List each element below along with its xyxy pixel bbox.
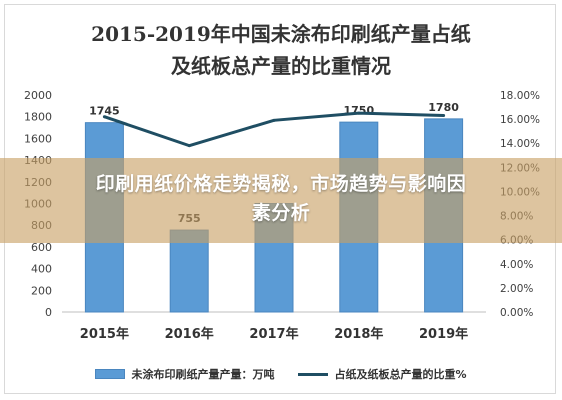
- y-left-tick-label: 1600: [24, 132, 52, 145]
- overlay-banner: [0, 158, 562, 243]
- y-right-tick-label: 16.00%: [500, 114, 540, 126]
- y-right-tick-label: 0.00%: [500, 307, 533, 319]
- x-tick-label-4: 2019年: [419, 326, 468, 342]
- y-left-tick-label: 0: [45, 306, 52, 319]
- y-right-tick-label: 2.00%: [500, 283, 533, 295]
- y-right-tick-label: 18.00%: [500, 90, 540, 102]
- y-left-tick-label: 1800: [24, 111, 52, 124]
- chart-legend: 未涂布印刷纸产量产量：万吨 占纸及纸板总产量的比重%: [0, 364, 562, 384]
- x-tick-label-0: 2015年: [80, 326, 129, 342]
- legend-bar-label: 未涂布印刷纸产量产量：万吨: [131, 368, 275, 381]
- bar-data-label-0: 1745: [89, 105, 120, 118]
- y-left-tick-label: 600: [31, 241, 52, 254]
- y-right-tick-label: 14.00%: [500, 138, 540, 150]
- legend-line-swatch: [298, 372, 329, 376]
- line-point-4: [442, 113, 446, 117]
- line-series-path: [103, 111, 444, 148]
- x-tick-label-1: 2016年: [165, 326, 214, 342]
- y-left-tick-label: 200: [31, 284, 52, 297]
- y-left-tick-label: 2000: [24, 89, 52, 102]
- y-right-tick-label: 4.00%: [500, 259, 533, 271]
- line-point-3: [357, 111, 361, 115]
- banner-line-2: 素分析: [251, 202, 311, 224]
- line-point-0: [102, 115, 106, 119]
- line-point-1: [187, 144, 191, 148]
- bar-data-label-4: 1780: [428, 101, 459, 114]
- banner-line-1: 印刷用纸价格走势揭秘，市场趋势与影响因: [95, 173, 467, 195]
- legend-item-bars: 未涂布印刷纸产量产量：万吨: [95, 366, 274, 382]
- legend-bar-swatch: [95, 369, 126, 379]
- x-tick-label-2: 2017年: [249, 326, 298, 342]
- chart-title-line-1: 2015-2019年中国未涂布印刷纸产量占纸: [91, 22, 471, 46]
- legend-item-line: 占纸及纸板总产量的比重%: [298, 366, 467, 382]
- y-left-tick-label: 400: [31, 263, 52, 276]
- x-tick-label-3: 2018年: [334, 326, 383, 342]
- chart-title-line-2: 及纸板总产量的比重情况: [171, 54, 391, 78]
- line-point-2: [272, 118, 276, 122]
- legend-line-label: 占纸及纸板总产量的比重%: [334, 368, 467, 381]
- overlay-banner-text: 印刷用纸价格走势揭秘，市场趋势与影响因 素分析: [0, 170, 562, 228]
- bar-1: [169, 229, 209, 313]
